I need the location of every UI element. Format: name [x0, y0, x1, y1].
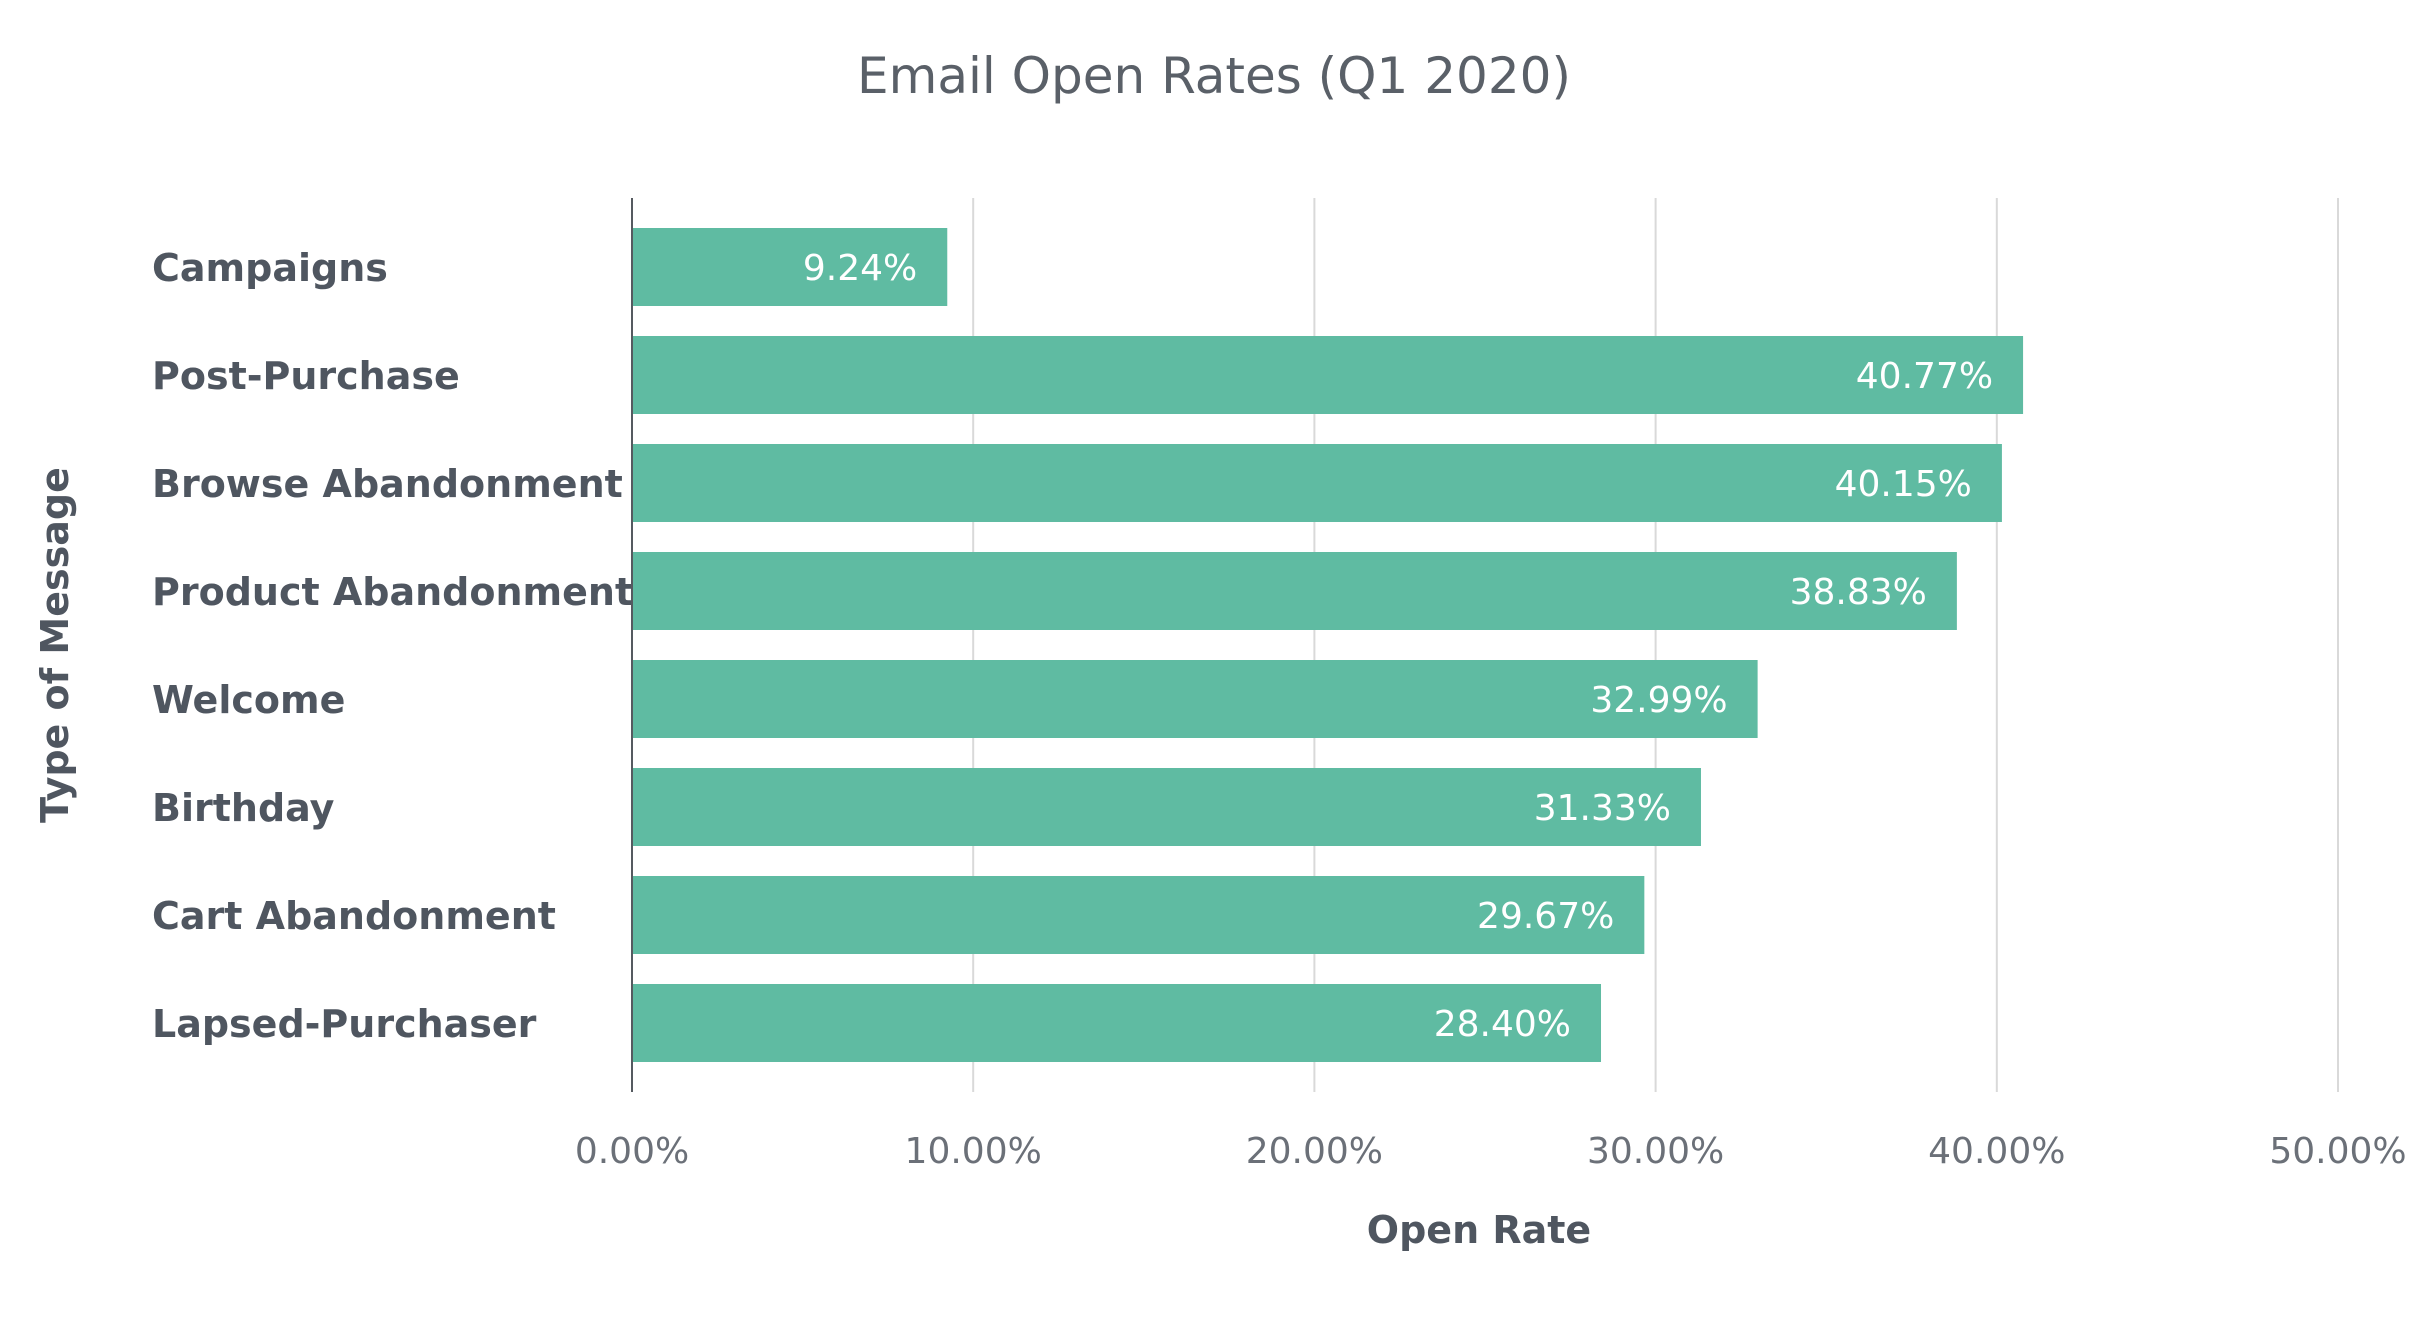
data-label: 40.15% [1835, 464, 1972, 505]
x-tick-label: 40.00% [1928, 1131, 2065, 1172]
category-label: Product Abandonment [152, 570, 633, 614]
bar [632, 552, 1957, 630]
data-label: 40.77% [1856, 356, 1993, 397]
category-label: Cart Abandonment [152, 894, 556, 938]
bar [632, 228, 948, 306]
category-label: Campaigns [152, 246, 388, 290]
x-axis-title: Open Rate [1367, 1208, 1591, 1252]
category-labels: Campaigns Post-Purchase Browse Abandonment… [152, 246, 633, 1046]
data-label: 32.99% [1590, 680, 1727, 721]
category-label: Browse Abandonment [152, 462, 623, 506]
data-label: 28.40% [1434, 1004, 1571, 1045]
x-tick-label: 50.00% [2269, 1131, 2406, 1172]
data-label: 9.24% [803, 248, 917, 289]
category-label: Lapsed-Purchaser [152, 1002, 537, 1046]
gridlines [972, 198, 2339, 1092]
data-label: 31.33% [1534, 788, 1671, 829]
chart-title: Email Open Rates (Q1 2020) [857, 47, 1571, 105]
x-tick-labels: 0.00% 10.00% 20.00% 30.00% 40.00% 50.00% [575, 1131, 2407, 1172]
category-label: Birthday [152, 786, 335, 830]
x-tick-label: 30.00% [1587, 1131, 1724, 1172]
x-tick-label: 0.00% [575, 1131, 689, 1172]
data-label: 29.67% [1477, 896, 1614, 937]
bar [632, 876, 1645, 954]
x-tick-label: 10.00% [905, 1131, 1042, 1172]
bar [632, 984, 1602, 1062]
bars: 9.24% 40.77% 40.15% 38.83% 32.99% 31.33% 29.67… [632, 228, 2024, 1062]
bar [632, 768, 1701, 846]
category-label: Welcome [152, 678, 345, 722]
bar [632, 660, 1758, 738]
category-label: Post-Purchase [152, 354, 460, 398]
bar [632, 336, 2024, 414]
bar [632, 444, 2002, 522]
x-tick-label: 20.00% [1246, 1131, 1383, 1172]
data-label: 38.83% [1790, 572, 1927, 613]
y-axis-title: Type of Message [33, 467, 77, 823]
